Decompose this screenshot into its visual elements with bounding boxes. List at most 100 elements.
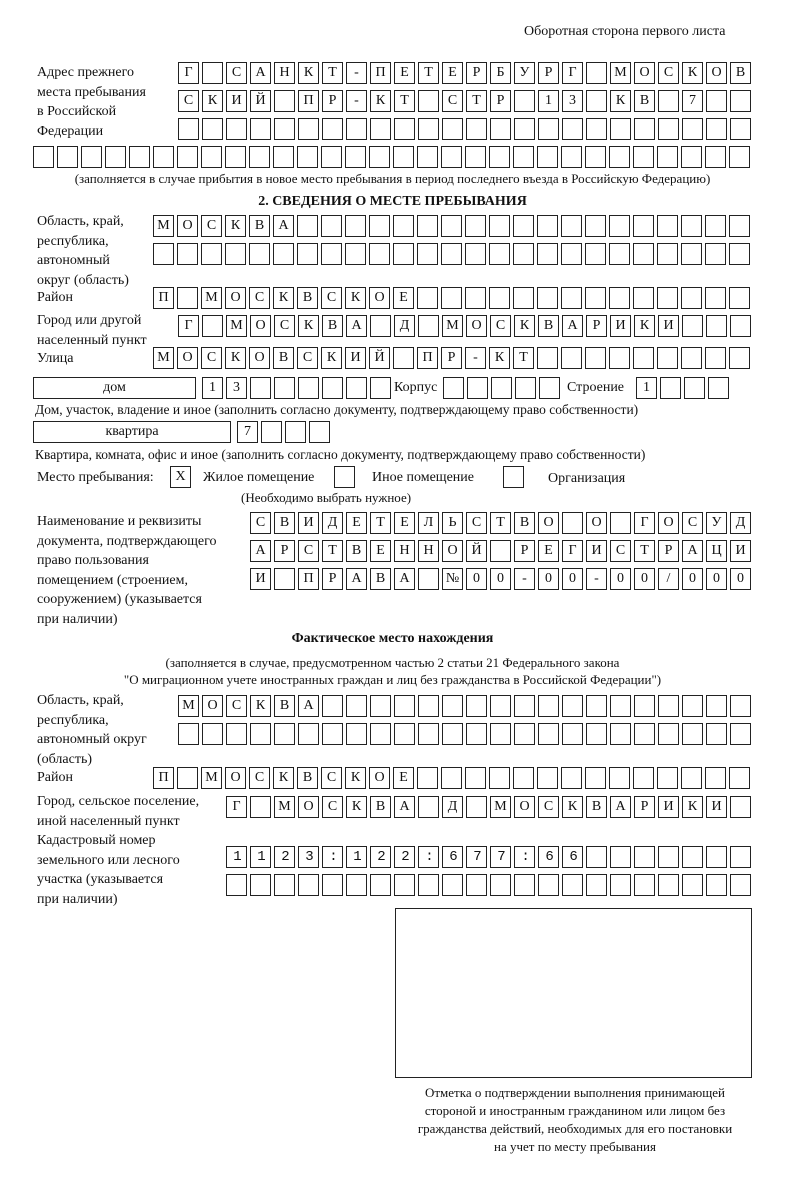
char-cell[interactable]: К: [634, 315, 655, 337]
char-cell[interactable]: [417, 215, 438, 237]
char-cell[interactable]: К: [489, 347, 510, 369]
char-cell[interactable]: К: [562, 796, 583, 818]
char-cell[interactable]: И: [226, 90, 247, 112]
char-cell[interactable]: [705, 215, 726, 237]
char-cell[interactable]: [706, 90, 727, 112]
char-cell[interactable]: [610, 846, 631, 868]
char-cell[interactable]: [178, 723, 199, 745]
char-cell[interactable]: [705, 767, 726, 789]
char-cell[interactable]: [417, 767, 438, 789]
char-cell[interactable]: 3: [226, 377, 247, 399]
char-cell[interactable]: [634, 723, 655, 745]
char-cell[interactable]: [418, 90, 439, 112]
char-cell[interactable]: К: [345, 287, 366, 309]
char-cell[interactable]: [633, 767, 654, 789]
char-cell[interactable]: С: [249, 287, 270, 309]
char-cell[interactable]: [705, 347, 726, 369]
char-cell[interactable]: Р: [274, 540, 295, 562]
char-cell[interactable]: [634, 874, 655, 896]
char-cell[interactable]: [226, 723, 247, 745]
char-cell[interactable]: С: [466, 512, 487, 534]
stay-option-checkbox-organization[interactable]: [503, 466, 524, 488]
char-cell[interactable]: К: [202, 90, 223, 112]
char-cell[interactable]: Т: [634, 540, 655, 562]
char-cell[interactable]: [537, 146, 558, 168]
char-cell[interactable]: И: [345, 347, 366, 369]
char-cell[interactable]: С: [298, 540, 319, 562]
char-cell[interactable]: Р: [490, 90, 511, 112]
char-cell[interactable]: [322, 723, 343, 745]
char-cell[interactable]: [345, 146, 366, 168]
char-cell[interactable]: Е: [538, 540, 559, 562]
char-cell[interactable]: [515, 377, 536, 399]
char-cell[interactable]: [274, 568, 295, 590]
char-cell[interactable]: [273, 243, 294, 265]
char-cell[interactable]: [491, 377, 512, 399]
char-cell[interactable]: [202, 723, 223, 745]
char-cell[interactable]: 3: [562, 90, 583, 112]
char-cell[interactable]: [538, 695, 559, 717]
char-cell[interactable]: [537, 287, 558, 309]
char-cell[interactable]: Р: [514, 540, 535, 562]
char-cell[interactable]: К: [321, 347, 342, 369]
char-cell[interactable]: [177, 287, 198, 309]
char-cell[interactable]: [417, 146, 438, 168]
char-cell[interactable]: А: [273, 215, 294, 237]
char-cell[interactable]: [153, 243, 174, 265]
char-cell[interactable]: Т: [466, 90, 487, 112]
char-cell[interactable]: [418, 796, 439, 818]
char-cell[interactable]: [393, 215, 414, 237]
char-cell[interactable]: С: [322, 796, 343, 818]
char-cell[interactable]: [609, 767, 630, 789]
char-cell[interactable]: [370, 118, 391, 140]
char-cell[interactable]: Д: [394, 315, 415, 337]
char-cell[interactable]: [418, 846, 439, 868]
char-cell[interactable]: [633, 287, 654, 309]
char-cell[interactable]: [490, 723, 511, 745]
char-cell[interactable]: [370, 377, 391, 399]
char-cell[interactable]: [250, 796, 271, 818]
char-cell[interactable]: 7: [682, 90, 703, 112]
char-cell[interactable]: М: [153, 347, 174, 369]
char-cell[interactable]: [562, 723, 583, 745]
char-cell[interactable]: [514, 723, 535, 745]
char-cell[interactable]: [346, 118, 367, 140]
char-cell[interactable]: [657, 767, 678, 789]
char-cell[interactable]: [346, 846, 367, 868]
char-cell[interactable]: [321, 215, 342, 237]
char-cell[interactable]: В: [586, 796, 607, 818]
char-cell[interactable]: [537, 347, 558, 369]
char-cell[interactable]: [585, 243, 606, 265]
char-cell[interactable]: [657, 215, 678, 237]
char-cell[interactable]: [490, 118, 511, 140]
char-cell[interactable]: М: [201, 287, 222, 309]
char-cell[interactable]: [177, 146, 198, 168]
char-cell[interactable]: [346, 874, 367, 896]
char-cell[interactable]: [465, 146, 486, 168]
char-cell[interactable]: [261, 421, 282, 443]
char-cell[interactable]: [274, 846, 295, 868]
char-cell[interactable]: В: [370, 568, 391, 590]
char-cell[interactable]: [660, 377, 681, 399]
char-cell[interactable]: [682, 118, 703, 140]
char-cell[interactable]: С: [297, 347, 318, 369]
char-cell[interactable]: С: [538, 796, 559, 818]
char-cell[interactable]: [489, 243, 510, 265]
char-cell[interactable]: [489, 146, 510, 168]
char-cell[interactable]: В: [273, 347, 294, 369]
char-cell[interactable]: [250, 118, 271, 140]
char-cell[interactable]: Н: [274, 62, 295, 84]
char-cell[interactable]: [513, 215, 534, 237]
char-cell[interactable]: [513, 287, 534, 309]
char-cell[interactable]: [466, 846, 487, 868]
char-cell[interactable]: Р: [322, 90, 343, 112]
char-cell[interactable]: С: [178, 90, 199, 112]
char-cell[interactable]: [706, 315, 727, 337]
char-cell[interactable]: [633, 243, 654, 265]
char-cell[interactable]: [442, 723, 463, 745]
char-cell[interactable]: [250, 874, 271, 896]
char-cell[interactable]: У: [514, 62, 535, 84]
char-cell[interactable]: [418, 874, 439, 896]
char-cell[interactable]: [285, 421, 306, 443]
char-cell[interactable]: [226, 874, 247, 896]
